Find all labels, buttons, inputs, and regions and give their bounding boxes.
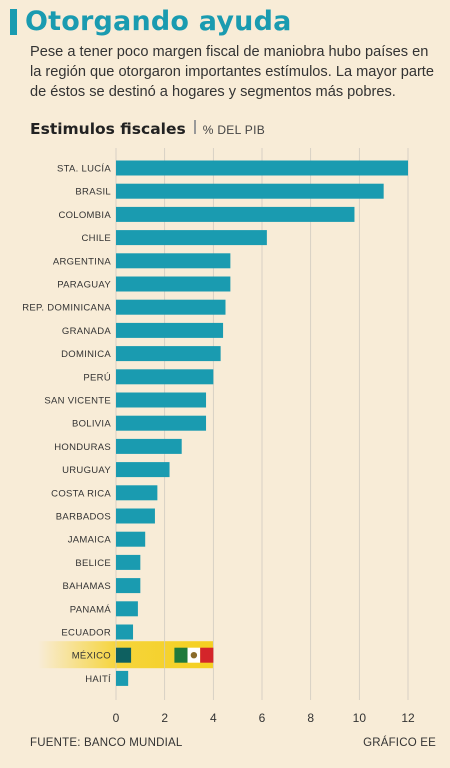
page-title: Otorgando ayuda bbox=[25, 6, 292, 37]
graphic-credit: GRÁFICO EE bbox=[363, 737, 436, 749]
x-tick-label: 8 bbox=[307, 711, 314, 725]
category-label: BRASIL bbox=[75, 187, 111, 198]
category-label: STA. LUCÍA bbox=[57, 164, 111, 175]
bar bbox=[116, 299, 226, 315]
x-tick-label: 12 bbox=[401, 711, 415, 725]
x-tick-label: 2 bbox=[161, 711, 168, 725]
chart-title: Estimulos fiscales bbox=[30, 120, 186, 138]
bar bbox=[116, 392, 207, 408]
bar bbox=[116, 624, 134, 640]
bar bbox=[116, 531, 146, 547]
category-label: PERÚ bbox=[83, 372, 111, 383]
bar-mexico-flag-gap bbox=[131, 648, 176, 663]
bar bbox=[116, 322, 224, 338]
bar bbox=[116, 183, 384, 199]
page-subtitle: Pese a tener poco margen fiscal de manio… bbox=[30, 44, 434, 100]
bar bbox=[116, 160, 408, 176]
title-block: Otorgando ayuda bbox=[10, 6, 292, 37]
bar bbox=[116, 415, 207, 431]
category-label: DOMINICA bbox=[61, 349, 111, 360]
category-label: BOLIVIA bbox=[72, 419, 111, 430]
bar bbox=[116, 253, 231, 269]
category-label: MÉXICO bbox=[72, 651, 111, 662]
chart-header: Estimulos fiscales % DEL PIB bbox=[30, 120, 265, 138]
bar bbox=[116, 276, 231, 292]
bar bbox=[116, 462, 170, 478]
bar bbox=[116, 554, 141, 570]
bar bbox=[116, 206, 355, 222]
bar bbox=[116, 438, 182, 454]
bar bbox=[116, 369, 214, 385]
bar-mexico-flag-red bbox=[200, 647, 214, 663]
bar-mexico-flag-emblem bbox=[190, 652, 198, 659]
title-accent-bar bbox=[10, 8, 17, 35]
bar bbox=[116, 346, 221, 362]
category-label: HAITÍ bbox=[85, 674, 111, 685]
category-label: BARBADOS bbox=[56, 512, 111, 523]
category-label: BELICE bbox=[75, 558, 111, 569]
category-label: PARAGUAY bbox=[57, 280, 111, 291]
bar-mexico-flag-green bbox=[174, 647, 188, 663]
source-note: FUENTE: BANCO MUNDIAL bbox=[30, 737, 183, 749]
bar bbox=[116, 508, 155, 524]
category-label: PANAMÁ bbox=[70, 604, 112, 615]
category-label: COLOMBIA bbox=[58, 210, 111, 221]
category-label: BAHAMAS bbox=[62, 581, 111, 592]
category-label: COSTA RICA bbox=[51, 488, 111, 499]
category-label: ECUADOR bbox=[61, 628, 111, 639]
x-tick-label: 10 bbox=[353, 711, 367, 725]
x-tick-label: 4 bbox=[210, 711, 217, 725]
category-label: HONDURAS bbox=[54, 442, 111, 453]
bar bbox=[116, 230, 267, 246]
category-label: JAMAICA bbox=[68, 535, 112, 546]
x-tick-label: 0 bbox=[113, 711, 120, 725]
category-label: ARGENTINA bbox=[53, 256, 111, 267]
bar bbox=[116, 485, 158, 501]
bar-mexico-flag-left bbox=[116, 647, 132, 663]
category-label: GRANADA bbox=[62, 326, 111, 337]
x-tick-label: 6 bbox=[259, 711, 266, 725]
category-label: SAN VICENTE bbox=[44, 396, 111, 407]
category-label: URUGUAY bbox=[62, 465, 111, 476]
category-label: CHILE bbox=[82, 233, 111, 244]
chart-unit: % DEL PIB bbox=[202, 123, 266, 137]
category-label: REP. DOMINICANA bbox=[22, 303, 111, 314]
bar bbox=[116, 578, 141, 594]
bar bbox=[116, 670, 129, 686]
chart-title-divider bbox=[193, 120, 196, 134]
bar bbox=[116, 601, 138, 617]
